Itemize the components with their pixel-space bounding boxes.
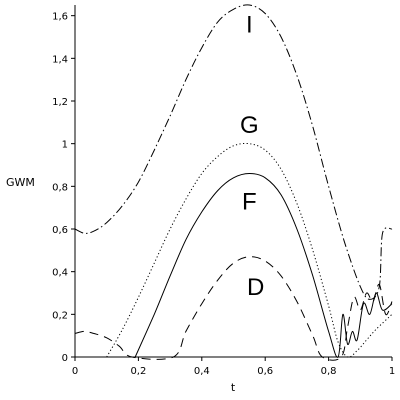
x-tick-label: 0,2 [130,366,146,377]
y-tick-label: 0,8 [52,182,68,193]
y-tick-label: 1,6 [52,12,68,23]
axes [74,5,392,358]
y-tick-label: 0,6 [52,225,68,236]
x-tick-label: 1 [389,366,395,377]
y-tick-label: 1,2 [52,97,68,108]
series-G-label: G [240,112,259,139]
series-I-line [74,4,393,300]
y-tick-label: 0,4 [52,268,68,279]
curve-labels: I G F D [240,12,264,301]
ticks: 0 0,2 0,4 0,6 0,8 1 0 0,2 0,4 0,6 0,8 1 1,2 1,4 1,6 [52,12,395,377]
y-tick-label: 1 [62,140,68,151]
series-group [74,4,393,361]
x-tick-label: 0,4 [194,366,210,377]
series-F-line [134,172,393,358]
y-tick-label: 0,2 [52,310,68,321]
x-tick-label: 0,6 [257,366,273,377]
series-D-line [74,256,393,361]
series-D-label: D [247,274,264,301]
series-I-label: I [246,12,253,39]
y-axis-title: GWM [6,176,35,189]
x-axis-title: t [231,381,236,394]
x-tick-label: 0,8 [321,366,337,377]
x-tick-label: 0 [72,366,78,377]
series-F-label: F [242,189,257,216]
y-tick-label: 0 [62,353,68,364]
y-tick-label: 1,4 [52,54,68,65]
